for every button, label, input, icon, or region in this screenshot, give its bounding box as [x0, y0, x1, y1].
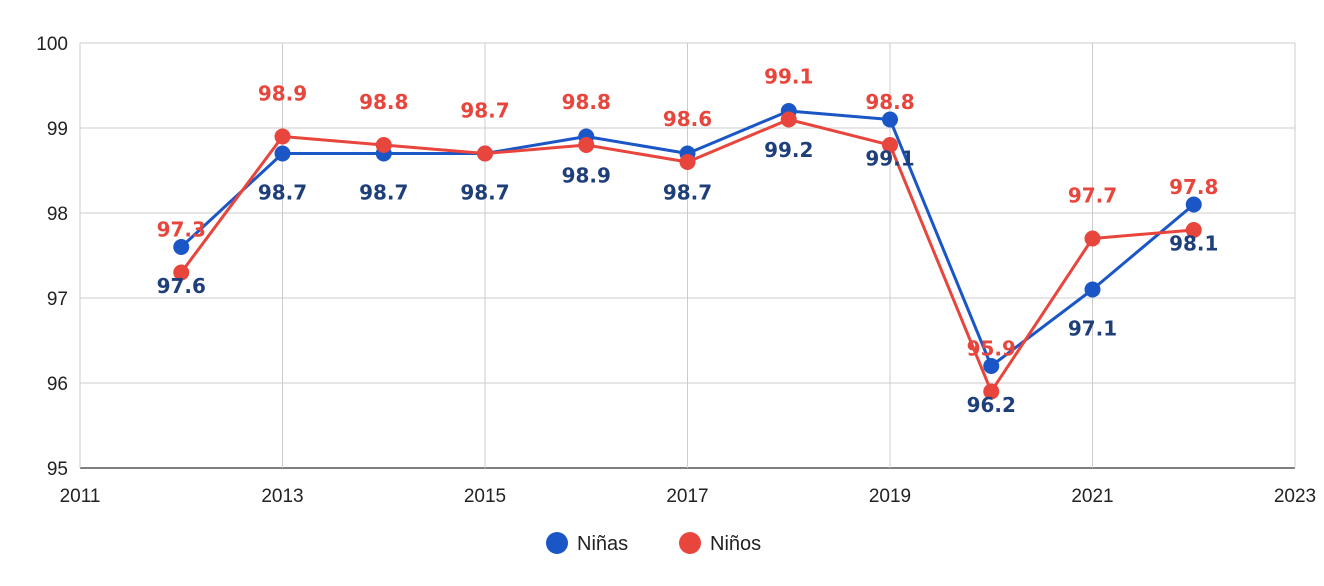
series-0-point-2021 [1084, 281, 1101, 298]
series-1-data-label-2018: 99.1 [764, 65, 813, 89]
legend-label-1: Niños [710, 533, 761, 555]
legend-label-0: Niñas [577, 533, 628, 555]
x-tick-label-2015: 2015 [464, 486, 506, 507]
y-tick-label-100: 100 [36, 34, 68, 55]
series-1-data-label-2020: 95.9 [967, 337, 1016, 361]
series-1-point-2015 [477, 145, 493, 162]
chart-legend: Niñas Niños [546, 532, 761, 555]
series-1-data-label-2012: 97.3 [157, 218, 206, 242]
x-tick-label-2023: 2023 [1274, 486, 1316, 507]
series-0-data-label-2015: 98.7 [460, 181, 509, 205]
series-1-point-2019 [882, 137, 898, 153]
chart-data-labels: 97.6 98.7 98.7 98.7 98.9 98.7 99.2 99.1 96.2 97.1… [157, 65, 1219, 418]
series-0-point-2022 [1185, 196, 1202, 213]
y-tick-label-97: 97 [47, 289, 68, 310]
series-1-data-label-2022: 97.8 [1169, 175, 1218, 199]
chart-series [173, 103, 1202, 400]
series-1-data-label-2019: 98.8 [865, 90, 914, 114]
x-tick-label-2011: 2011 [60, 486, 101, 507]
series-1-point-2016 [578, 137, 595, 153]
series-1-point-2022 [1185, 222, 1202, 238]
x-tick-label-2019: 2019 [869, 486, 911, 507]
series-0-data-label-2017: 98.7 [663, 181, 712, 205]
series-1-point-2020 [983, 383, 1000, 400]
series-0-data-label-2022: 98.1 [1169, 232, 1218, 256]
series-0-data-label-2018: 99.2 [764, 138, 813, 162]
x-tick-label-2013: 2013 [261, 486, 303, 507]
y-tick-label-95: 95 [47, 459, 68, 480]
series-1-point-2014 [375, 137, 392, 153]
y-tick-label-98: 98 [47, 204, 68, 225]
chart-axes: 95 96 97 98 99 100 2011 2013 2015 2017 2019 2021 202… [36, 34, 1316, 507]
series-0-point-2013 [274, 145, 291, 162]
legend-marker-0 [546, 532, 568, 554]
series-1-data-label-2014: 98.8 [359, 90, 408, 114]
series-0-data-label-2021: 97.1 [1068, 317, 1117, 341]
series-1-data-label-2013: 98.9 [258, 82, 307, 106]
series-0-point-2020 [983, 358, 1000, 374]
series-1-data-label-2021: 97.7 [1068, 184, 1117, 208]
x-tick-label-2017: 2017 [666, 486, 708, 507]
series-1-data-label-2016: 98.8 [562, 90, 611, 114]
series-1-point-2021 [1084, 230, 1101, 247]
series-0-data-label-2013: 98.7 [258, 181, 307, 205]
series-1-point-2018 [780, 111, 797, 128]
y-tick-label-99: 99 [47, 119, 68, 140]
series-0-point-2012 [173, 239, 190, 255]
series-0-data-label-2019: 99.1 [865, 147, 914, 171]
series-0-data-label-2014: 98.7 [359, 181, 408, 205]
series-1-data-label-2015: 98.7 [460, 99, 509, 123]
series-0-data-label-2012: 97.6 [157, 274, 206, 298]
x-tick-label-2021: 2021 [1071, 486, 1113, 507]
series-1-point-2013 [274, 128, 291, 145]
series-0-data-label-2020: 96.2 [967, 393, 1016, 417]
series-1-point-2012 [173, 264, 190, 281]
series-1-point-2017 [679, 154, 696, 170]
series-0-point-2019 [882, 111, 898, 128]
series-1-data-label-2017: 98.6 [663, 107, 712, 131]
legend-marker-1 [679, 532, 701, 554]
series-0-data-label-2016: 98.9 [562, 164, 611, 188]
y-tick-label-96: 96 [47, 374, 68, 395]
